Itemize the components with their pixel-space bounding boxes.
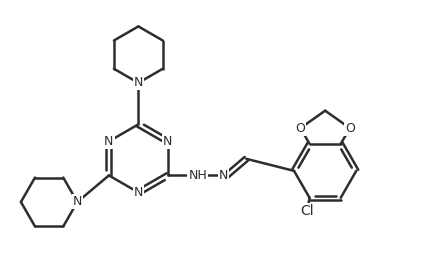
Text: O: O	[345, 122, 355, 135]
Text: Cl: Cl	[301, 204, 314, 218]
Text: N: N	[104, 135, 114, 148]
Text: N: N	[219, 169, 228, 182]
Text: N: N	[134, 76, 143, 89]
Text: NH: NH	[188, 169, 207, 182]
Text: N: N	[163, 135, 173, 148]
Text: N: N	[134, 186, 143, 199]
Text: O: O	[295, 122, 306, 135]
Text: N: N	[73, 195, 82, 209]
